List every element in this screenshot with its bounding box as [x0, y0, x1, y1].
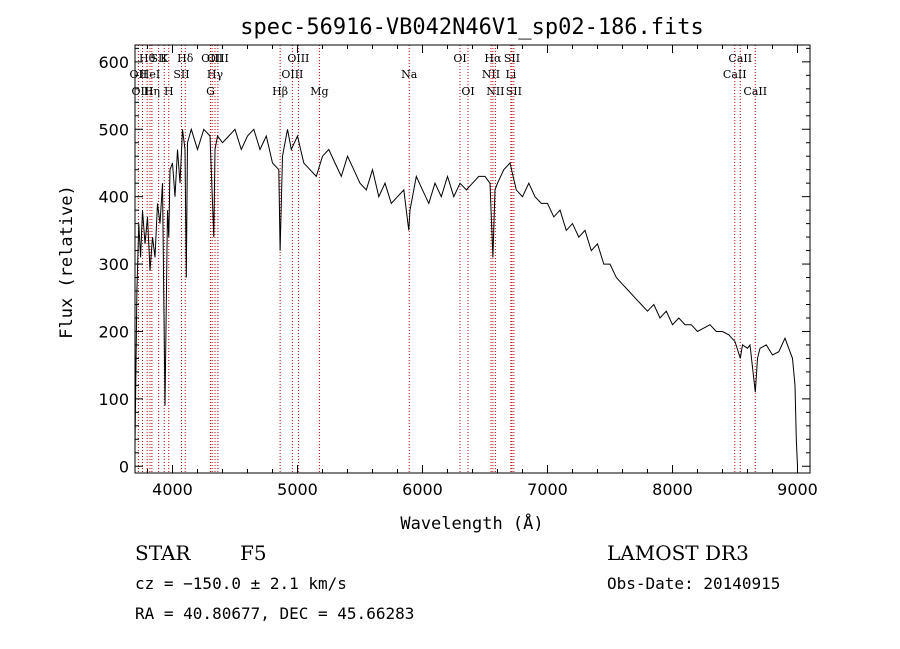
line-label: NII	[482, 68, 500, 81]
line-label: K	[160, 52, 169, 65]
y-tick-label: 600	[98, 53, 129, 72]
emission-line-markers	[137, 45, 756, 473]
object-subclass: F5	[240, 541, 267, 565]
y-tick-label: 400	[98, 188, 129, 207]
line-label: SII	[504, 52, 520, 65]
line-label: OIII	[281, 68, 303, 81]
line-label: CaII	[728, 52, 752, 65]
chart-title: spec-56916-VB042N46V1_sp02-186.fits	[240, 15, 704, 40]
y-tick-label: 200	[98, 322, 129, 341]
x-tick-label: 4000	[152, 480, 193, 499]
line-label: Hθ	[139, 52, 156, 65]
y-axis-ticks: 0 100 200 300 400 500 600	[98, 47, 810, 476]
line-label: H	[164, 85, 174, 98]
line-label: OI	[461, 85, 474, 98]
line-label: CaII	[743, 85, 767, 98]
line-label: SII	[173, 68, 189, 81]
survey-name: LAMOST DR3	[607, 541, 749, 565]
line-label: Hη	[144, 85, 160, 98]
emission-line-labels: OIIOIIIHθHeIHηSIIKHSIIHδGOIIIHγOIIIHβOII…	[130, 52, 768, 98]
line-label: CaII	[723, 68, 747, 81]
line-label: OI	[453, 52, 466, 65]
line-label: G	[206, 85, 215, 98]
line-label: SII	[151, 52, 167, 65]
line-label: OIII	[131, 85, 153, 98]
plot-frame	[134, 44, 811, 474]
y-tick-label: 100	[98, 390, 129, 409]
line-label: Hα	[484, 52, 502, 65]
line-label: OIII	[207, 52, 229, 65]
y-tick-label: 300	[98, 255, 129, 274]
line-label: Mg	[310, 85, 328, 98]
x-axis-label: Wavelength (Å)	[400, 512, 543, 534]
line-label: Na	[401, 68, 418, 81]
spectrum-line	[134, 127, 798, 467]
y-axis-label: Flux (relative)	[57, 185, 77, 339]
line-label: Hγ	[207, 68, 224, 81]
line-label: Hδ	[177, 52, 194, 65]
sky-coordinates: RA = 40.80677, DEC = 45.66283	[135, 604, 414, 623]
line-label: OIII	[287, 52, 309, 65]
y-tick-label: 500	[98, 120, 129, 139]
object-class: STAR	[135, 541, 191, 565]
line-label: Hβ	[272, 85, 288, 98]
line-label: SII	[506, 85, 522, 98]
line-label: OIII	[201, 52, 223, 65]
x-tick-label: 5000	[277, 480, 318, 499]
x-tick-label: 7000	[527, 480, 568, 499]
x-tick-label: 6000	[402, 480, 443, 499]
x-tick-label: 9000	[777, 480, 818, 499]
observation-date: Obs-Date: 20140915	[607, 574, 780, 593]
y-tick-label: 0	[119, 457, 129, 476]
redshift-cz: cz = −150.0 ± 2.1 km/s	[135, 574, 347, 593]
x-axis-ticks: 4000 5000 6000 7000 8000 9000	[147, 45, 818, 499]
line-label: NII	[486, 85, 504, 98]
line-label: Li	[505, 68, 516, 81]
x-tick-label: 8000	[652, 480, 693, 499]
line-label: HeI	[140, 68, 160, 81]
line-label: OII	[130, 68, 148, 81]
